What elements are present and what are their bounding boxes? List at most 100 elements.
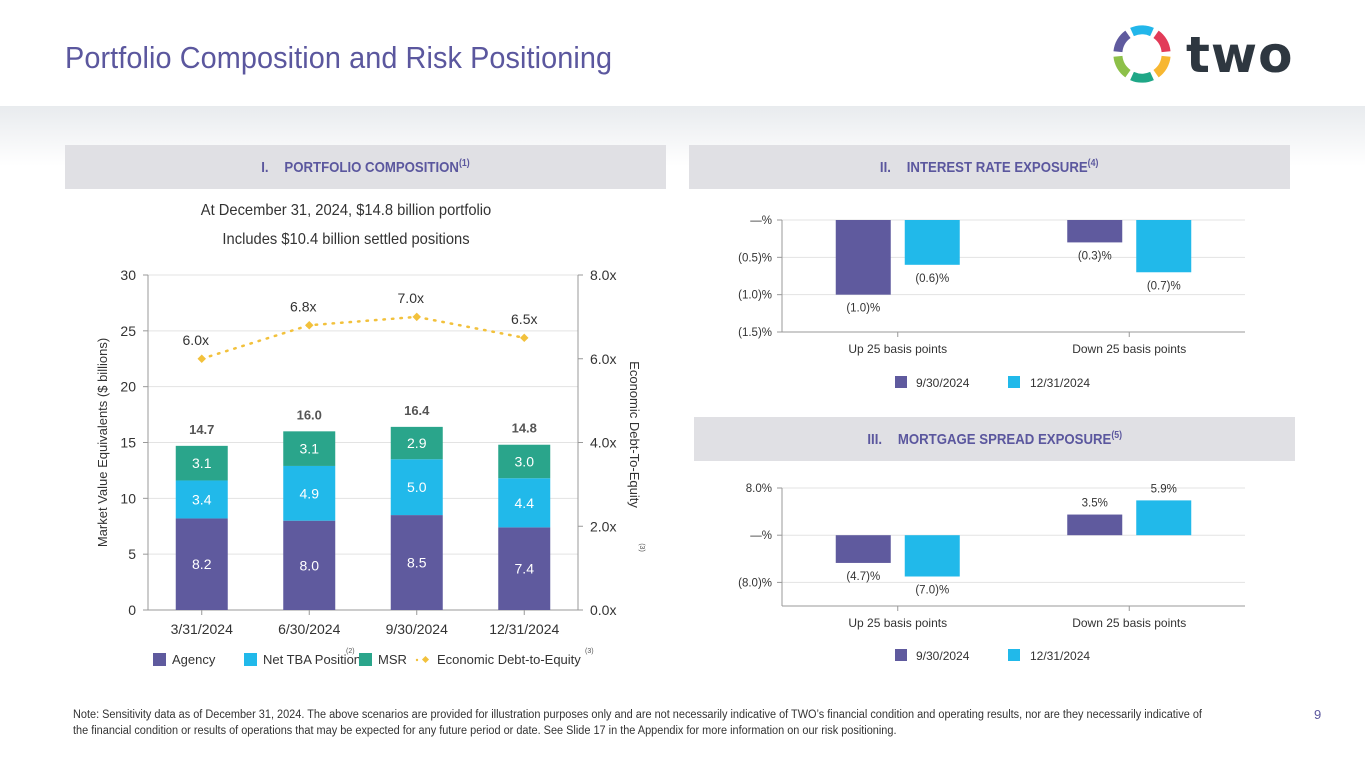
legend-footnote: (3) xyxy=(585,648,594,655)
bar-value-label: 2.9 xyxy=(407,435,427,451)
footnote-marker: (1) xyxy=(458,158,470,169)
legend-swatch xyxy=(359,653,372,666)
x-tick-label: Up 25 basis points xyxy=(848,342,947,356)
legend-label: 12/31/2024 xyxy=(1030,376,1090,390)
y-tick-label: (1.5)% xyxy=(738,327,772,339)
leverage-point xyxy=(412,312,421,322)
bar-total-label: 14.8 xyxy=(512,421,537,436)
bar-value-label: (0.3)% xyxy=(1078,250,1112,262)
legend-label: Agency xyxy=(172,652,216,667)
logo-wordmark: two xyxy=(1186,26,1294,84)
y-tick-label: —% xyxy=(750,530,772,542)
bar-segment-msr xyxy=(175,445,228,481)
bar-value-label: 4.9 xyxy=(300,485,320,501)
leverage-label: 7.0x xyxy=(398,290,424,306)
y-tick-label: 10 xyxy=(120,490,136,506)
legend-label: 9/30/2024 xyxy=(916,376,970,390)
x-tick-label: 9/30/2024 xyxy=(386,621,448,637)
bar-12-31-2024 xyxy=(1136,500,1192,536)
bar-value-label: 3.1 xyxy=(300,441,320,457)
y2-axis-title: Economic Debt-To-Equity xyxy=(627,361,642,508)
y-tick-label: (1.0)% xyxy=(738,290,772,302)
legend-line-dot xyxy=(415,658,419,662)
x-tick-label: Down 25 basis points xyxy=(1072,342,1186,356)
bar-value-label: 7.4 xyxy=(515,561,535,577)
bar-value-label: (0.7)% xyxy=(1147,280,1181,292)
x-tick-label: 3/31/2024 xyxy=(171,621,233,637)
y-axis-title: Market Value Equivalents ($ billions) xyxy=(95,338,110,547)
leverage-point xyxy=(197,354,206,363)
leverage-point xyxy=(520,333,529,343)
legend-label: Net TBA Position xyxy=(263,652,361,667)
portfolio-subtitle-2: Includes $10.4 billion settled positions xyxy=(222,231,470,248)
legend-line-marker xyxy=(421,655,430,664)
bar-value-label: (7.0)% xyxy=(915,585,949,597)
mortgage-spread-exposure-chart: 8.0% —% (8.0)% Up 25 basis points (4.7)% (7.0… xyxy=(738,483,1245,663)
bar-value-label: 5.0 xyxy=(407,479,427,495)
x-tick-label: Up 25 basis points xyxy=(848,616,947,630)
bar-12-31-2024 xyxy=(1136,220,1192,273)
page-title: Portfolio Composition and Risk Positioni… xyxy=(65,40,613,75)
legend-swatch xyxy=(1008,649,1020,661)
bar-value-label: 8.0 xyxy=(300,557,320,573)
bar-value-label: 3.1 xyxy=(192,455,212,471)
leverage-label: 6.0x xyxy=(183,332,209,348)
section-label: PORTFOLIO COMPOSITION xyxy=(284,159,459,176)
x-tick-label: 12/31/2024 xyxy=(489,621,559,637)
legend-footnote: (2) xyxy=(346,648,355,655)
bar-9-30-2024 xyxy=(1067,220,1123,243)
bar-total-label: 14.7 xyxy=(189,422,214,437)
bar-12-31-2024 xyxy=(904,220,960,265)
x-tick-label: Down 25 basis points xyxy=(1072,616,1186,630)
bar-value-label: 5.9% xyxy=(1151,483,1177,495)
y2-tick-label: 2.0x xyxy=(590,518,616,534)
bar-value-label: 4.4 xyxy=(515,495,535,511)
portfolio-subtitle-1: At December 31, 2024, $14.8 billion port… xyxy=(200,202,492,219)
portfolio-composition-chart: 0 5 10 15 20 25 30 0.0x 2.0x 4.0x 6.0x 8.0x Market V… xyxy=(95,267,645,667)
bar-segment-agency xyxy=(498,527,551,610)
y-tick-label: 30 xyxy=(120,267,136,283)
y-tick-label: (8.0)% xyxy=(738,577,772,589)
x-tick-label: 6/30/2024 xyxy=(278,621,340,637)
legend-swatch xyxy=(1008,376,1020,388)
bar-value-label: (1.0)% xyxy=(846,303,880,315)
bar-value-label: (4.7)% xyxy=(846,571,880,583)
section-header-interest: II. INTEREST RATE EXPOSURE(4) xyxy=(689,145,1290,189)
footnote-text: Note: Sensitivity data as of December 31… xyxy=(73,709,1202,737)
y-tick-label: 15 xyxy=(120,435,136,451)
legend-label: 12/31/2024 xyxy=(1030,649,1090,663)
bar-segment-agency xyxy=(175,518,228,610)
title-band xyxy=(0,0,1365,106)
section-number: II. xyxy=(880,159,892,176)
bar-segment-agency xyxy=(283,520,336,610)
section-label: MORTGAGE SPREAD EXPOSURE xyxy=(897,431,1112,448)
y2-tick-label: 0.0x xyxy=(590,602,616,618)
legend-label: 9/30/2024 xyxy=(916,649,970,663)
bar-total-label: 16.4 xyxy=(404,403,430,418)
bar-segment-net-tba-position xyxy=(175,480,228,519)
bar-segment-net-tba-position xyxy=(498,478,551,528)
footnote-marker: (4) xyxy=(1088,158,1099,169)
leverage-label: 6.5x xyxy=(511,311,537,327)
y-tick-label: 25 xyxy=(120,323,136,339)
y-tick-label: 20 xyxy=(120,379,136,395)
legend-swatch xyxy=(153,653,166,666)
interest-rate-exposure-chart: —% (0.5)% (1.0)% (1.5)% Up 25 basis points (1… xyxy=(738,215,1245,390)
y2-tick-label: 4.0x xyxy=(590,435,616,451)
section-number: I. xyxy=(261,159,269,176)
section-header-composition: I. PORTFOLIO COMPOSITION(1) xyxy=(65,145,666,189)
y-tick-label: (0.5)% xyxy=(738,252,772,264)
legend-swatch xyxy=(895,376,907,388)
leverage-point xyxy=(305,321,314,330)
legend-swatch xyxy=(895,649,907,661)
bar-9-30-2024 xyxy=(1067,514,1123,536)
y2-axis-footnote: (3) xyxy=(638,543,645,552)
bar-value-label: 3.5% xyxy=(1082,498,1108,510)
legend-label: Economic Debt-to-Equity xyxy=(437,652,581,667)
y-tick-label: —% xyxy=(750,215,772,227)
bar-value-label: 8.2 xyxy=(192,556,212,572)
bar-value-label: 3.0 xyxy=(515,453,535,469)
bar-segment-msr xyxy=(283,431,336,466)
bar-12-31-2024 xyxy=(904,535,960,577)
y2-tick-label: 6.0x xyxy=(590,351,616,367)
